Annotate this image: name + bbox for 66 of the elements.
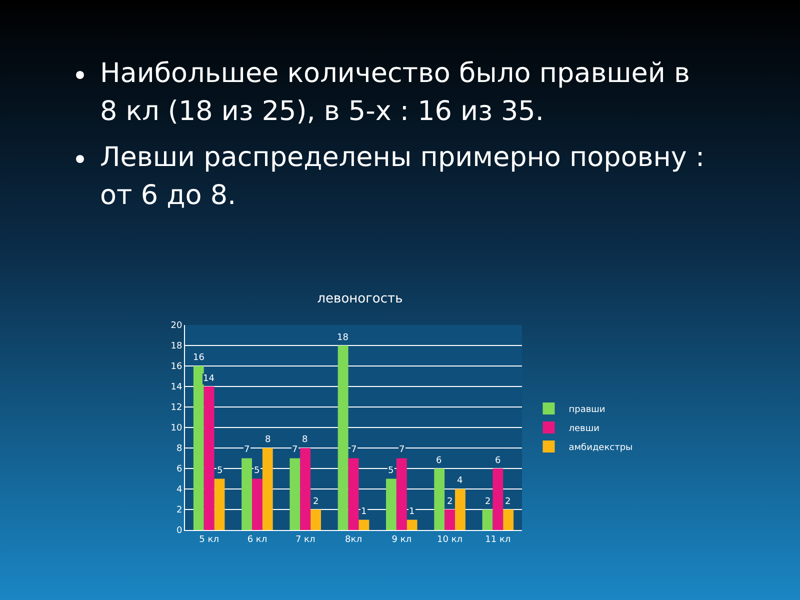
data-label: 8 xyxy=(302,435,308,445)
x-tick-label: 5 кл xyxy=(199,534,219,545)
data-label: 16 xyxy=(193,353,205,363)
bar xyxy=(386,478,396,530)
data-label: 5 xyxy=(388,466,394,476)
y-tick-label: 12 xyxy=(170,403,182,414)
legend-label: левши xyxy=(568,424,600,434)
data-label: 14 xyxy=(203,374,215,384)
bar xyxy=(396,458,407,530)
bar xyxy=(252,478,262,530)
bar xyxy=(338,346,348,530)
bar xyxy=(214,478,225,530)
bar xyxy=(482,510,493,530)
text: Наибольшее количество было правшей в 8 кл (18 из 25), в 5-х : 16 из 35. xyxy=(100,58,690,127)
y-tick-label: 18 xyxy=(170,342,182,352)
data-label: 7 xyxy=(351,445,357,455)
bar xyxy=(262,448,273,530)
data-label: 2 xyxy=(485,497,491,507)
bar xyxy=(290,458,300,530)
bar xyxy=(242,458,252,530)
bar xyxy=(358,520,370,530)
data-label: 2 xyxy=(313,497,319,507)
data-label: 6 xyxy=(495,456,501,466)
y-tick-label: 6 xyxy=(176,464,182,475)
bar xyxy=(406,520,418,530)
y-tick-label: 10 xyxy=(170,424,182,434)
x-tick-label: 7 кл xyxy=(295,534,316,545)
bar xyxy=(310,510,321,530)
y-tick-label: 4 xyxy=(176,485,182,496)
data-label: 7 xyxy=(244,445,250,455)
y-tick-label: 16 xyxy=(170,362,182,372)
bar xyxy=(434,468,445,530)
data-label: 4 xyxy=(457,476,463,486)
x-tick-label: 10 кл xyxy=(437,534,463,545)
x-tick-label: 8кл xyxy=(345,534,362,545)
data-label: 1 xyxy=(361,507,367,517)
bar xyxy=(204,386,214,530)
y-tick-label: 0 xyxy=(176,526,182,536)
x-tick-label: 9 кл xyxy=(392,534,412,545)
bar xyxy=(503,510,514,530)
x-tick-label: 11 кл xyxy=(485,534,511,545)
data-label: 8 xyxy=(265,435,271,445)
y-tick-label: 8 xyxy=(176,444,182,454)
data-label: 7 xyxy=(399,445,405,455)
data-label: 5 xyxy=(217,466,223,476)
data-label: 5 xyxy=(254,466,260,476)
data-label: 1 xyxy=(409,507,415,517)
data-label: 7 xyxy=(292,445,298,455)
data-label: 18 xyxy=(337,333,349,343)
bar xyxy=(444,510,455,530)
bar xyxy=(300,448,311,530)
legend-label: амбидекстры xyxy=(568,443,633,454)
data-label: 6 xyxy=(436,456,442,466)
y-tick-label: 20 xyxy=(170,321,182,332)
y-tick-label: 2 xyxy=(176,506,182,516)
bar xyxy=(348,458,359,530)
data-label: 2 xyxy=(505,497,511,507)
text: Левши распределены примерно поровну : от 6 до 8. xyxy=(100,142,705,211)
data-label: 2 xyxy=(447,497,453,507)
y-tick-label: 14 xyxy=(170,382,182,393)
bar xyxy=(193,366,204,530)
legend-label: правши xyxy=(568,405,606,416)
chart-title: левоногость xyxy=(317,292,403,306)
x-tick-label: 6 кл xyxy=(247,534,268,545)
bar xyxy=(492,468,504,530)
bar xyxy=(455,489,466,530)
